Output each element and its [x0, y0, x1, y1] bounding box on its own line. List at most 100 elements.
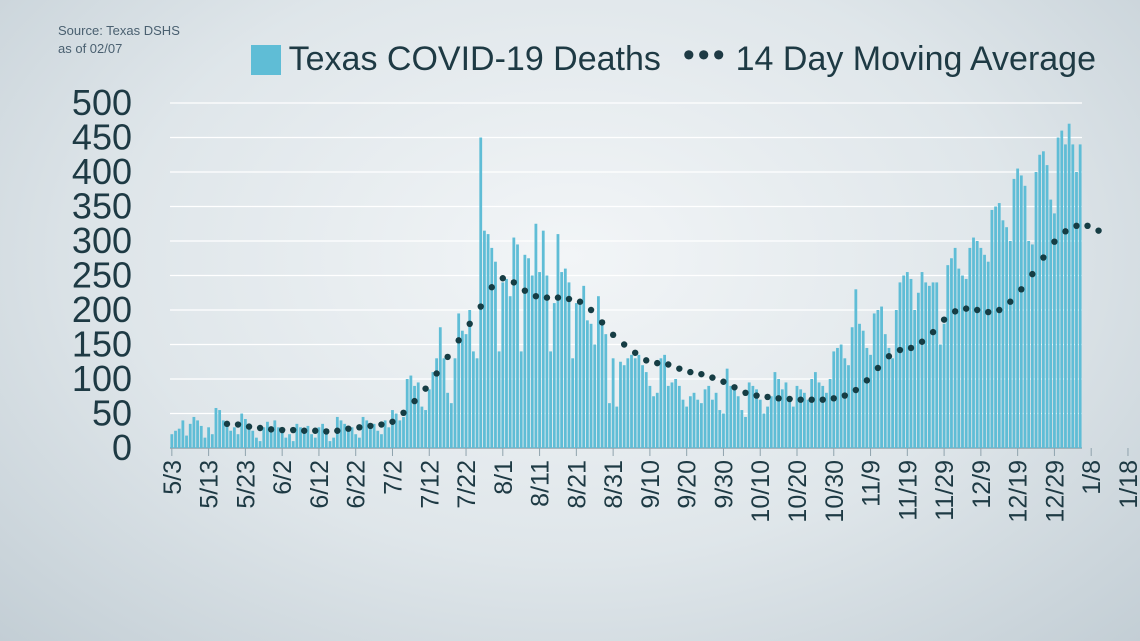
x-tick-label: 10/10	[747, 460, 775, 523]
bar	[302, 430, 306, 448]
bar	[1075, 172, 1078, 448]
moving-average-point	[709, 374, 716, 381]
moving-average-point	[609, 331, 617, 339]
y-tick-label: 150	[72, 324, 132, 365]
moving-average-point	[753, 392, 760, 399]
bar	[505, 278, 508, 448]
x-tick-label: 6/2	[269, 460, 297, 495]
bar	[961, 275, 964, 448]
bar	[1023, 185, 1027, 449]
bar	[611, 358, 615, 448]
bar	[405, 379, 409, 448]
bar	[608, 403, 611, 448]
bar	[170, 434, 174, 448]
bar	[861, 330, 865, 448]
bar	[398, 420, 402, 448]
bar	[935, 282, 939, 448]
bar	[280, 430, 284, 448]
bar	[619, 361, 622, 448]
bar	[306, 425, 310, 448]
moving-average-point	[786, 395, 793, 403]
bar	[972, 237, 975, 448]
bar	[369, 427, 372, 448]
bar	[273, 420, 277, 448]
bar	[876, 310, 880, 448]
bar	[1012, 178, 1016, 448]
bar	[799, 389, 803, 448]
moving-average-point	[323, 428, 330, 435]
bar	[707, 385, 711, 448]
moving-average-point	[731, 384, 738, 391]
bar	[780, 389, 784, 448]
moving-average-point	[830, 395, 837, 402]
bar	[975, 241, 979, 448]
bar	[501, 282, 505, 448]
moving-average-point	[367, 422, 374, 430]
bar	[196, 420, 199, 448]
bar	[457, 313, 461, 448]
bar	[453, 358, 457, 448]
x-tick-label: 9/20	[674, 460, 702, 509]
x-tick-label: 10/30	[821, 460, 849, 523]
x-tick-label: 8/11	[527, 460, 555, 507]
bar	[784, 382, 788, 448]
bar	[740, 410, 744, 448]
bar	[534, 223, 538, 448]
x-tick-label: 12/29	[1041, 460, 1069, 523]
x-tick-label: 5/13	[196, 460, 224, 509]
x-tick-label: 11/19	[894, 460, 922, 521]
bar	[350, 427, 354, 448]
moving-average-point	[1073, 222, 1080, 230]
bar	[902, 275, 906, 448]
bar	[736, 396, 740, 448]
bar	[471, 351, 475, 448]
bar	[854, 289, 858, 448]
bar	[839, 344, 843, 448]
bar	[953, 247, 957, 448]
moving-average-point	[400, 409, 407, 417]
bar	[240, 413, 244, 448]
bar	[188, 423, 192, 448]
bar	[266, 421, 269, 448]
bar	[685, 406, 689, 448]
x-tick-label: 9/10	[637, 460, 665, 509]
moving-average-point	[1040, 254, 1047, 261]
moving-average-point	[962, 305, 970, 312]
moving-average-point	[797, 396, 804, 403]
bar	[858, 323, 861, 448]
bar	[483, 230, 486, 448]
y-tick-label: 50	[92, 393, 132, 434]
moving-average-point	[223, 420, 231, 428]
bar	[269, 430, 273, 448]
x-tick-label: 1/8	[1078, 460, 1106, 495]
x-tick-label: 5/3	[159, 460, 187, 495]
bar	[810, 379, 814, 448]
bar	[957, 268, 961, 448]
bar	[1049, 199, 1053, 448]
bar	[633, 358, 637, 448]
bar	[755, 389, 758, 448]
bar	[508, 296, 512, 448]
bar	[813, 372, 817, 448]
bar	[203, 437, 207, 448]
moving-average-point	[951, 308, 959, 315]
bar	[486, 234, 490, 448]
bar	[942, 323, 946, 448]
moving-average-point	[764, 393, 771, 401]
bar	[541, 230, 545, 448]
bar	[718, 410, 722, 448]
moving-average-point	[488, 284, 495, 291]
bar	[920, 272, 924, 448]
moving-average-point	[576, 298, 584, 305]
bar	[927, 285, 931, 448]
bar	[894, 310, 898, 448]
x-tick-label: 5/23	[232, 460, 260, 509]
bar	[898, 282, 902, 448]
moving-average-point	[676, 365, 683, 372]
bar	[758, 399, 762, 448]
bar	[806, 399, 810, 448]
moving-average-point	[996, 306, 1003, 314]
moving-average-point	[775, 395, 782, 402]
moving-average-point	[742, 389, 749, 396]
moving-average-point	[444, 353, 451, 361]
